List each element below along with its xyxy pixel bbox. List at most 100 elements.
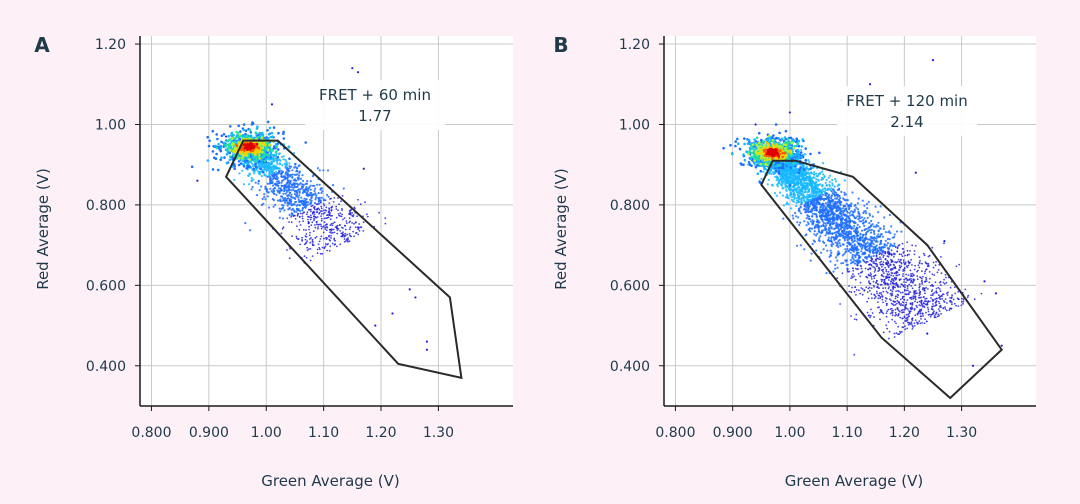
data-point xyxy=(920,308,923,311)
data-point xyxy=(914,264,916,267)
data-point xyxy=(914,284,917,286)
data-point xyxy=(351,222,353,224)
data-point xyxy=(868,242,871,245)
data-point xyxy=(901,330,903,333)
data-point xyxy=(327,195,330,198)
data-point xyxy=(901,291,904,294)
data-point xyxy=(910,285,912,287)
data-point xyxy=(843,191,846,194)
data-point xyxy=(282,137,286,140)
data-point xyxy=(344,232,347,235)
data-point xyxy=(244,222,247,225)
data-point xyxy=(304,187,308,191)
data-point xyxy=(907,323,910,326)
data-point xyxy=(838,238,841,241)
data-point xyxy=(886,237,890,241)
data-point xyxy=(285,171,288,174)
data-point xyxy=(288,162,291,165)
data-point xyxy=(881,235,885,238)
data-point xyxy=(287,208,290,211)
data-point xyxy=(782,217,785,220)
data-point xyxy=(336,232,339,235)
data-point xyxy=(358,223,361,225)
data-point xyxy=(871,297,873,299)
data-point xyxy=(849,262,853,265)
data-point xyxy=(898,273,901,276)
data-point xyxy=(884,239,887,242)
data-point xyxy=(824,234,827,237)
data-point xyxy=(887,321,890,323)
data-point xyxy=(840,190,843,193)
data-point xyxy=(293,209,296,212)
data-point xyxy=(858,236,862,239)
data-point xyxy=(333,238,336,241)
data-point xyxy=(811,219,814,222)
data-point xyxy=(911,281,914,284)
data-point xyxy=(825,244,828,247)
data-point xyxy=(873,274,876,277)
data-point xyxy=(300,196,303,199)
data-point xyxy=(299,243,301,246)
data-point xyxy=(346,240,349,242)
data-point xyxy=(875,224,878,227)
data-point xyxy=(904,261,907,264)
data-point xyxy=(855,253,858,256)
data-point xyxy=(254,153,257,156)
data-point xyxy=(264,174,268,177)
data-point xyxy=(228,138,231,141)
data-point xyxy=(263,143,267,147)
data-point xyxy=(239,152,242,155)
data-point xyxy=(271,148,275,152)
data-point xyxy=(289,179,292,182)
data-point xyxy=(909,250,911,252)
data-point xyxy=(249,131,253,134)
data-point xyxy=(314,196,317,199)
data-point xyxy=(810,227,814,230)
data-point xyxy=(898,253,901,256)
data-point xyxy=(895,282,898,284)
data-point xyxy=(910,274,913,277)
data-point xyxy=(953,302,956,305)
data-point xyxy=(868,280,870,283)
data-point xyxy=(255,142,259,146)
data-point xyxy=(890,280,892,282)
data-point xyxy=(913,268,916,271)
data-point xyxy=(943,278,945,281)
data-point xyxy=(910,323,913,325)
data-point xyxy=(918,289,921,291)
data-point xyxy=(900,253,903,256)
data-point xyxy=(268,146,271,150)
data-point xyxy=(219,146,223,149)
data-point xyxy=(888,273,891,276)
data-point xyxy=(309,259,312,262)
data-point xyxy=(322,203,325,205)
data-point xyxy=(857,210,860,213)
data-point xyxy=(263,193,266,196)
data-point xyxy=(889,283,892,285)
data-point xyxy=(912,297,915,299)
data-point xyxy=(835,193,838,196)
data-point xyxy=(889,312,892,315)
data-point xyxy=(298,228,301,231)
data-point xyxy=(294,201,297,204)
data-point xyxy=(294,165,297,168)
data-point xyxy=(294,218,297,220)
data-point xyxy=(860,216,864,219)
data-point xyxy=(927,255,930,258)
data-point xyxy=(291,207,295,210)
data-point xyxy=(923,289,925,292)
data-point xyxy=(286,249,288,251)
data-point xyxy=(923,322,926,325)
data-point xyxy=(873,239,876,242)
data-point xyxy=(835,221,838,224)
data-point xyxy=(904,325,906,327)
data-point xyxy=(877,294,880,297)
data-point xyxy=(324,224,327,227)
data-point xyxy=(328,238,331,241)
data-point xyxy=(877,211,880,214)
data-point xyxy=(250,156,254,159)
data-point xyxy=(913,250,916,252)
data-point xyxy=(813,233,816,236)
data-point xyxy=(908,283,911,286)
data-point xyxy=(882,287,884,289)
